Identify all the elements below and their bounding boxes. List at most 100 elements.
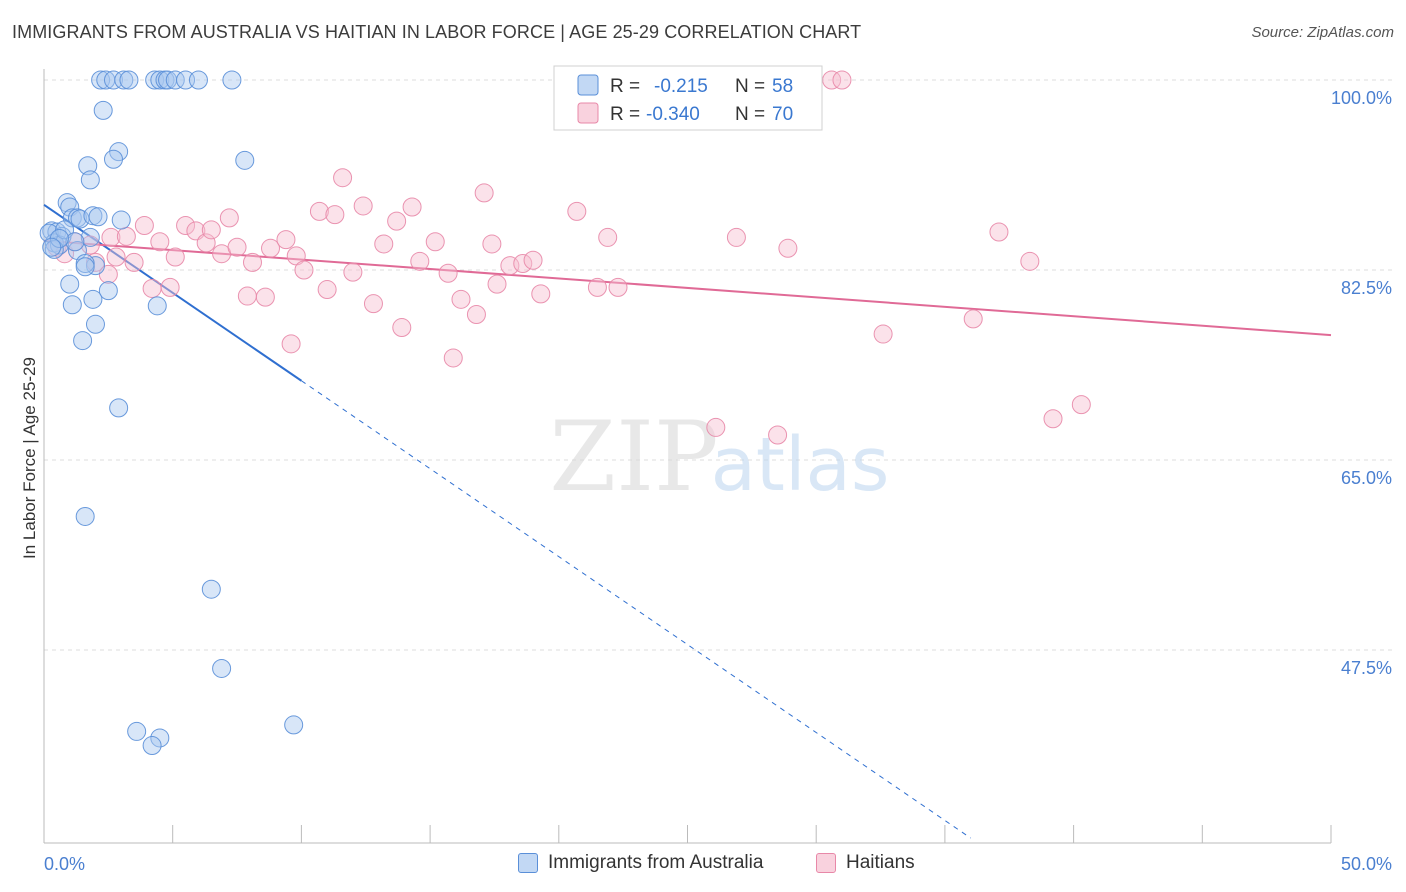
- haitian-point-12: [150, 232, 170, 252]
- australia-point-57: [88, 207, 108, 227]
- australia-point-35: [60, 274, 80, 294]
- australia-point-13: [93, 100, 113, 120]
- haitian-point-45: [451, 289, 471, 309]
- australia-point-30: [80, 227, 100, 247]
- australia-point-42: [109, 398, 129, 418]
- australia-point-17: [235, 150, 255, 170]
- haitian-point-53: [531, 284, 551, 304]
- haitian-trendline: [43, 239, 1332, 337]
- haitian-point-39: [392, 318, 412, 338]
- australia-point-3: [114, 70, 134, 90]
- haitian-point-34: [343, 262, 363, 282]
- legend-top-box: [553, 65, 823, 131]
- haitian-point-30: [309, 201, 329, 221]
- australia-point-38: [83, 289, 103, 309]
- legend-r-label-2: R =: [610, 104, 640, 125]
- australia-trendline: [43, 204, 302, 382]
- haitian-point-51: [513, 253, 533, 273]
- haitian-point-38: [387, 211, 407, 231]
- haitian-point-46: [466, 305, 486, 325]
- haitian-point-44: [443, 348, 463, 368]
- haitian-point-26: [276, 230, 296, 250]
- haitian-point-8: [116, 226, 136, 246]
- haitian-point-20: [219, 208, 239, 228]
- australia-point-37: [98, 281, 118, 301]
- haitian-point-7: [106, 247, 126, 267]
- australia-point-18: [80, 170, 100, 190]
- australia-point-10: [176, 70, 196, 90]
- australia-point-44: [201, 579, 221, 599]
- haitian-point-62: [822, 70, 842, 90]
- tick-labels: 100.0% 82.5% 65.0% 47.5% 0.0% 50.0%: [44, 88, 1392, 874]
- australia-point-39: [85, 314, 105, 334]
- haitian-point-10: [134, 215, 154, 235]
- legend-n-label-2: N =: [735, 104, 765, 125]
- haitian-point-37: [374, 234, 394, 254]
- haitian-point-59: [726, 227, 746, 247]
- australia-point-11: [188, 70, 208, 90]
- australia-point-48: [150, 728, 170, 748]
- y-tick-label-1: 82.5%: [1341, 278, 1392, 298]
- haitian-point-58: [706, 417, 726, 437]
- australia-point-52: [44, 239, 64, 259]
- australia-point-47: [127, 721, 147, 741]
- haitian-point-35: [353, 196, 373, 216]
- australia-point-32: [111, 210, 131, 230]
- haitian-point-18: [201, 220, 221, 240]
- haitian-point-41: [410, 251, 430, 271]
- data-points: [39, 70, 1091, 756]
- australia-point-53: [65, 232, 85, 252]
- australia-point-40: [147, 296, 167, 316]
- haitian-point-54: [567, 201, 587, 221]
- australia-point-21: [62, 208, 82, 228]
- legend-r-value-1: -0.215: [654, 76, 708, 97]
- legend-top: R = -0.215 N = 58 R = -0.340 N = 70: [553, 65, 823, 131]
- australia-point-49: [142, 736, 162, 756]
- haitian-point-29: [294, 260, 314, 280]
- australia-point-6: [150, 70, 170, 90]
- australia-point-2: [103, 70, 123, 90]
- legend-label-haitians: Haitians: [846, 852, 915, 873]
- legend-n-value-2: 70: [772, 104, 793, 125]
- haitian-point-56: [598, 227, 618, 247]
- haitian-point-47: [474, 183, 494, 203]
- haitian-point-66: [989, 222, 1009, 242]
- haitian-point-15: [176, 215, 196, 235]
- haitian-point-24: [255, 287, 275, 307]
- legend-swatch-haitians: [816, 853, 836, 873]
- legend-item-haitians: Haitians: [816, 852, 915, 874]
- haitian-point-43: [438, 263, 458, 283]
- haitian-point-57: [608, 277, 628, 297]
- haitian-point-68: [1043, 409, 1063, 429]
- haitian-point-32: [325, 205, 345, 225]
- australia-point-56: [75, 257, 95, 277]
- watermark-atlas: atlas: [711, 422, 890, 508]
- trendlines: [43, 204, 1332, 839]
- haitian-point-52: [523, 250, 543, 270]
- haitian-point-14: [165, 247, 185, 267]
- haitian-point-60: [768, 425, 788, 445]
- y-tick-label-3: 47.5%: [1341, 658, 1392, 678]
- haitian-point-3: [80, 235, 100, 255]
- haitian-point-63: [832, 70, 852, 90]
- haitian-point-65: [963, 309, 983, 329]
- haitian-point-55: [587, 277, 607, 297]
- haitian-point-48: [482, 234, 502, 254]
- haitian-point-11: [142, 278, 162, 298]
- australia-point-36: [62, 295, 82, 315]
- legend-n-value-1: 58: [772, 76, 793, 97]
- australia-point-9: [165, 70, 185, 90]
- axes: [43, 69, 1332, 844]
- australia-point-0: [91, 70, 111, 90]
- australia-point-12: [222, 70, 242, 90]
- haitian-point-64: [873, 324, 893, 344]
- haitian-point-21: [227, 237, 247, 257]
- legend-swatch-australia: [518, 853, 538, 873]
- watermark-zip: ZIP: [549, 401, 718, 513]
- legend-n-label-1: N =: [735, 76, 765, 97]
- y-tick-label-0: 100.0%: [1331, 88, 1392, 108]
- x-tick-label-0: 0.0%: [44, 854, 85, 874]
- legend-r-label-1: R =: [610, 76, 640, 97]
- x-tick-label-1: 50.0%: [1341, 854, 1392, 874]
